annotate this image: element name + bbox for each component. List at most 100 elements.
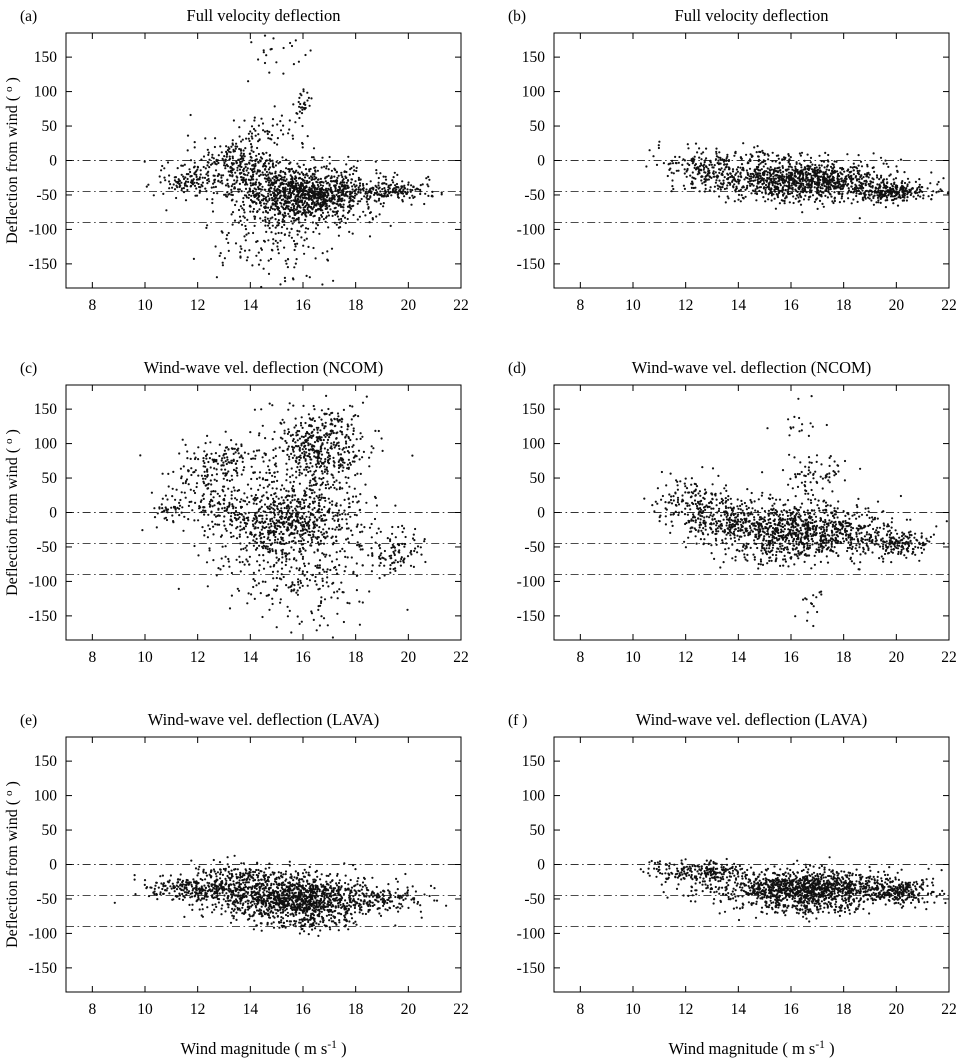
- x-tick-label: 22: [453, 1001, 469, 1018]
- x-tick-label: 10: [625, 1001, 641, 1018]
- y-tick-label: 100: [522, 436, 546, 453]
- panel-d-chart: Wind-wave vel. deflection (NCOM) (d) 8 10 12…: [508, 358, 957, 666]
- x-tick-label: 16: [295, 649, 311, 666]
- x-tick-label: 8: [576, 1001, 584, 1018]
- x-tick-label: 10: [625, 649, 641, 666]
- y-tick-label: 150: [34, 753, 58, 770]
- panel-title: Full velocity deflection: [187, 6, 341, 25]
- y-tick-label: -50: [524, 891, 545, 908]
- panel-a: Full velocity deflection (a) 8 10 12 14 16 18 20…: [0, 0, 487, 352]
- x-tick-label: 20: [401, 1001, 417, 1018]
- x-tick-label: 22: [941, 1001, 957, 1018]
- x-axis-label: Wind magnitude ( m s-1 ): [668, 1039, 834, 1058]
- y-axis-label: Deflection from wind ( o ): [3, 429, 21, 596]
- scatter-points: [639, 856, 947, 923]
- panel-letter: (a): [20, 8, 37, 25]
- y-tick-label: 100: [522, 84, 546, 101]
- x-tick-label: 16: [783, 297, 799, 314]
- y-tick-label: -150: [29, 960, 58, 977]
- panel-title: Wind-wave vel. deflection (LAVA): [636, 710, 868, 729]
- x-tick-label: 10: [137, 1001, 153, 1018]
- scatter-points: [645, 140, 949, 220]
- y-tick-label: -150: [29, 608, 58, 625]
- y-tick-label: -100: [517, 573, 546, 590]
- y-tick-label: -50: [36, 187, 57, 204]
- y-tick-label: 150: [522, 49, 546, 66]
- x-tick-label: 10: [137, 297, 153, 314]
- x-tick-label: 8: [88, 1001, 96, 1018]
- x-tick-label: 18: [348, 1001, 364, 1018]
- y-tick-label: 100: [34, 84, 58, 101]
- panel-letter: (d): [508, 360, 526, 377]
- x-tick-label: 12: [190, 297, 206, 314]
- panel-e-chart: Wind-wave vel. deflection (LAVA) (e) 8 10 12…: [3, 710, 469, 1058]
- y-tick-label: 100: [522, 788, 546, 805]
- x-tick-label: 20: [889, 1001, 905, 1018]
- x-tick-label: 18: [836, 297, 852, 314]
- x-tick-label: 14: [731, 649, 747, 666]
- panel-c-chart: Wind-wave vel. deflection (NCOM) (c) 8 10 12…: [3, 358, 469, 666]
- x-tick-label: 12: [678, 297, 694, 314]
- x-tick-label: 8: [576, 297, 584, 314]
- x-tick-label: 12: [190, 1001, 206, 1018]
- x-tick-label: 8: [88, 297, 96, 314]
- x-tick-label: 14: [243, 297, 259, 314]
- y-tick-label: -150: [517, 960, 546, 977]
- y-tick-label: 0: [537, 857, 545, 874]
- x-tick-label: 12: [190, 649, 206, 666]
- y-tick-label: 0: [49, 857, 57, 874]
- panel-letter: (f ): [508, 712, 527, 729]
- panel-letter: (e): [20, 712, 37, 729]
- x-tick-label: 22: [941, 297, 957, 314]
- y-tick-label: -50: [524, 187, 545, 204]
- x-tick-label: 20: [401, 649, 417, 666]
- x-axis-label: Wind magnitude ( m s-1 ): [180, 1039, 346, 1058]
- y-tick-label: 150: [522, 401, 546, 418]
- y-tick-label: 50: [530, 118, 546, 135]
- y-tick-label: -150: [517, 608, 546, 625]
- x-tick-label: 16: [783, 1001, 799, 1018]
- panel-title: Wind-wave vel. deflection (LAVA): [148, 710, 380, 729]
- x-tick-label: 12: [678, 649, 694, 666]
- panel-title: Wind-wave vel. deflection (NCOM): [632, 358, 871, 377]
- panel-f: Wind-wave vel. deflection (LAVA) (f ) 8 10 1…: [488, 704, 975, 1064]
- scatter-points: [113, 854, 448, 937]
- x-tick-label: 22: [453, 297, 469, 314]
- x-tick-label: 14: [731, 1001, 747, 1018]
- y-axis-label: Deflection from wind ( o ): [3, 781, 21, 948]
- y-tick-label: -150: [29, 256, 58, 273]
- x-tick-label: 16: [295, 1001, 311, 1018]
- y-tick-label: 0: [49, 153, 57, 170]
- y-tick-label: -150: [517, 256, 546, 273]
- y-tick-label: -100: [29, 573, 58, 590]
- x-tick-label: 10: [625, 297, 641, 314]
- y-tick-label: 150: [34, 401, 58, 418]
- x-tick-label: 14: [243, 1001, 259, 1018]
- panel-f-chart: Wind-wave vel. deflection (LAVA) (f ) 8 10 1…: [508, 710, 957, 1058]
- y-tick-label: 0: [537, 505, 545, 522]
- panel-letter: (c): [20, 360, 37, 377]
- y-tick-label: -50: [36, 891, 57, 908]
- y-tick-label: 50: [42, 470, 58, 487]
- x-tick-label: 14: [243, 649, 259, 666]
- x-tick-label: 22: [941, 649, 957, 666]
- y-tick-label: -50: [524, 539, 545, 556]
- y-tick-label: 150: [34, 49, 58, 66]
- y-axis-label: Deflection from wind ( o ): [3, 77, 21, 244]
- y-tick-label: 100: [34, 436, 58, 453]
- x-tick-label: 18: [348, 649, 364, 666]
- y-tick-label: -100: [517, 221, 546, 238]
- x-tick-label: 22: [453, 649, 469, 666]
- panel-b: Full velocity deflection (b) 8 10 12 14 16 18 20…: [488, 0, 975, 352]
- panel-title: Full velocity deflection: [675, 6, 829, 25]
- y-tick-label: 50: [530, 822, 546, 839]
- y-tick-label: -50: [36, 539, 57, 556]
- x-tick-label: 10: [137, 649, 153, 666]
- x-tick-label: 16: [295, 297, 311, 314]
- scatter-points: [643, 395, 948, 628]
- panel-b-chart: Full velocity deflection (b) 8 10 12 14 16 18 20…: [508, 6, 957, 314]
- y-tick-label: 0: [537, 153, 545, 170]
- x-tick-label: 8: [88, 649, 96, 666]
- panel-title: Wind-wave vel. deflection (NCOM): [144, 358, 383, 377]
